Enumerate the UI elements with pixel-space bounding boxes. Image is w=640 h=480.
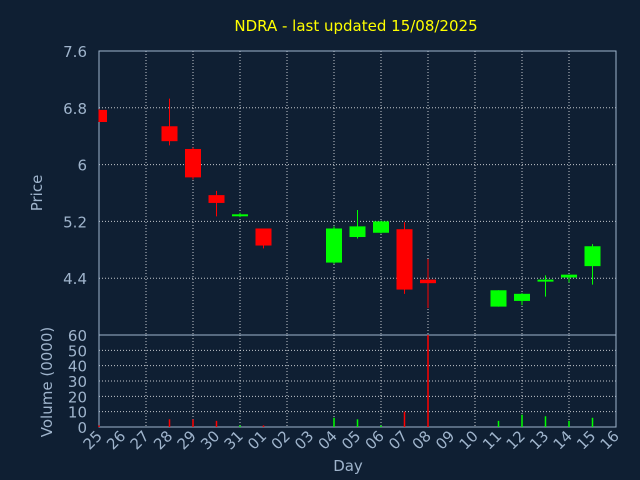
volume-bars (98, 335, 594, 427)
price-y-tick-label: 5.2 (63, 213, 87, 231)
volume-bar (333, 417, 335, 427)
candle-body (185, 148, 201, 178)
price-candle (396, 222, 413, 294)
price-candle (349, 210, 366, 239)
price-candles (98, 98, 601, 309)
volume-bar (239, 425, 241, 427)
volume-y-tick-label: 10 (68, 404, 87, 422)
candle-body (255, 228, 272, 246)
price-candle (255, 228, 272, 249)
volume-bar (192, 419, 194, 427)
price-candle (584, 244, 601, 285)
x-axis-label: Day (333, 457, 363, 475)
candle-body (161, 126, 178, 142)
volume-bar (215, 420, 218, 427)
price-y-tick-labels: 7.6 6.8 6 5.2 4.4 (63, 43, 87, 288)
price-candle (514, 293, 530, 306)
price-panel: 7.6 6.8 6 5.2 4.4 Price (28, 43, 617, 336)
price-candle (561, 274, 577, 283)
volume-bar (591, 417, 594, 427)
volume-bar (521, 414, 523, 427)
candle-body (420, 279, 436, 284)
chart-title: NDRA - last updated 15/08/2025 (234, 17, 477, 35)
price-y-tick-label: 6.8 (63, 100, 87, 118)
volume-bar (427, 335, 429, 427)
price-candle (208, 190, 225, 217)
candle-body (584, 246, 601, 267)
volume-y-tick-label: 20 (68, 388, 87, 406)
volume-y-tick-label: 0 (77, 419, 87, 437)
volume-y-tick-label: 60 (68, 327, 87, 345)
candle-body (561, 274, 577, 278)
volume-bar (168, 419, 171, 427)
candle-body (349, 226, 366, 238)
volume-bar (262, 425, 265, 427)
volume-bar (380, 425, 382, 427)
candle-body (490, 290, 507, 307)
volume-bar (403, 411, 406, 427)
volume-y-tick-label: 40 (68, 358, 87, 376)
candle-body (396, 229, 413, 290)
price-candle (98, 109, 107, 122)
price-candle (537, 275, 554, 297)
candle-body (99, 109, 107, 122)
price-y-tick-label: 7.6 (63, 43, 87, 61)
volume-bar (98, 425, 100, 427)
candle-body (514, 293, 530, 301)
volume-bar (544, 416, 547, 427)
volume-y-tick-label: 30 (68, 373, 87, 391)
volume-bar (497, 420, 500, 427)
price-candle (490, 290, 507, 307)
price-candle (326, 226, 342, 264)
volume-y-axis-label: Volume (0000) (38, 327, 56, 437)
volume-bar (568, 420, 570, 427)
price-y-tick-label: 4.4 (63, 270, 87, 288)
candle-body (373, 221, 389, 233)
price-candle (161, 98, 178, 146)
x-tick-labels: 2526272829303101020304050607080910111213… (80, 427, 623, 453)
volume-y-tick-label: 50 (68, 342, 87, 360)
price-candle (185, 147, 201, 180)
volume-bar (356, 419, 359, 427)
candle-body (537, 279, 554, 282)
candle-body (208, 195, 225, 203)
candle-body (232, 214, 248, 217)
price-y-axis-label: Price (28, 175, 46, 212)
candle-body (326, 228, 342, 263)
price-candle (232, 212, 248, 218)
price-candle (373, 220, 389, 234)
price-candle (420, 259, 436, 309)
price-y-tick-label: 6 (77, 157, 87, 175)
